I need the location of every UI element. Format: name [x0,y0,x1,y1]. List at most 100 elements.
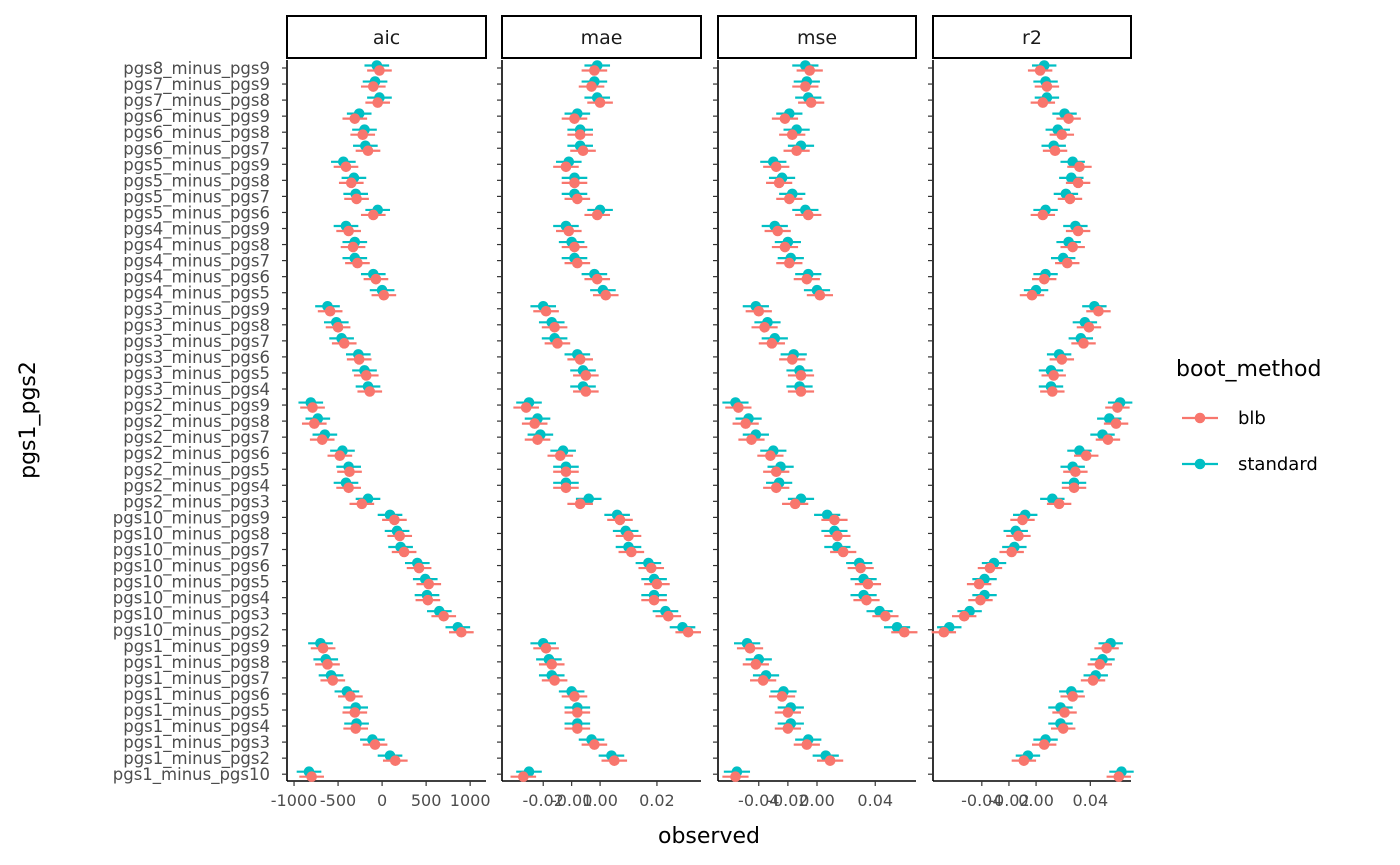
point-blb [801,739,813,750]
point-blb [370,273,382,285]
y-tick-label: pgs6_minus_pgs7 [123,139,270,159]
x-tick-label: -0.02 [988,791,1029,810]
facet-strip [501,15,702,59]
point-blb [1037,209,1049,221]
y-axis-title: pgs1_pgs2 [16,361,41,479]
point-blb [327,675,339,686]
point-blb [1038,739,1050,750]
point-blb [782,707,794,718]
y-tick-label: pgs5_minus_pgs7 [123,187,270,207]
point-blb [614,514,626,526]
point-blb [782,723,794,734]
point-blb [855,562,866,574]
y-tick-label: pgs1_minus_pgs5 [123,701,270,721]
point-blb [569,177,580,189]
point-standard [583,493,595,505]
point-blb [574,498,586,510]
point-blb [390,755,401,766]
x-tick-label: 0.04 [1073,791,1109,810]
y-tick-label: pgs7_minus_pgs9 [123,75,270,95]
facet-strip-label: mse [797,27,837,49]
point-blb [746,434,757,445]
point-blb [520,402,532,413]
point-blb [349,113,361,124]
x-tick-label: 0.00 [799,791,835,810]
point-blb [1041,81,1053,92]
point-blb [580,386,592,397]
point-blb [1080,450,1092,462]
point-blb [364,386,376,397]
point-blb [352,257,363,269]
point-blb [814,289,826,301]
point-blb [572,723,583,734]
y-tick-label: pgs4_minus_pgs8 [123,236,270,256]
panel-mse: -0.04-0.020.00 0.04 [713,60,918,810]
point-blb [316,434,328,445]
point-blb [580,370,592,381]
point-blb [345,691,356,702]
point-blb [626,546,637,558]
legend-key-point-standard [1194,458,1206,470]
point-blb [600,289,612,301]
y-tick-label: pgs5_minus_pgs8 [123,171,270,191]
point-blb [572,257,583,269]
point-blb [347,241,359,253]
y-tick-label: pgs4_minus_pgs6 [123,268,270,288]
point-blb [862,578,874,590]
point-blb [1078,338,1089,349]
point-blb [1049,145,1061,157]
point-blb [422,594,434,606]
x-tick-label: 0 [377,791,387,810]
y-tick-label: pgs10_minus_pgs3 [113,605,270,625]
y-tick-label: pgs1_minus_pgs6 [123,685,270,705]
point-blb [362,145,374,157]
point-blb [569,691,580,702]
point-blb [829,514,840,526]
point-blb [1110,418,1122,429]
point-blb [1013,530,1024,542]
point-blb [307,402,318,413]
point-blb [569,241,580,253]
point-blb [1037,97,1049,108]
point-blb [344,466,355,478]
point-blb [753,305,765,317]
point-blb [572,193,583,205]
panel-r2: -0.04-0.020.00 0.04 [928,60,1134,810]
point-blb [786,129,798,140]
point-blb [1094,659,1106,670]
point-blb [899,626,910,638]
x-tick-label: -0.04 [961,791,1002,810]
point-blb [1017,514,1028,526]
point-blb [1018,755,1030,766]
facet-strip [932,15,1132,59]
point-blb [1067,691,1078,702]
x-tick-label: 0.04 [857,791,893,810]
point-blb [773,177,785,189]
y-tick-label: pgs10_minus_pgs8 [113,524,270,544]
point-blb [529,418,540,429]
y-tick-label: pgs10_minus_pgs2 [113,621,270,641]
point-blb [1072,225,1084,237]
panel-aic: -1000 -500 0 500 1000 [271,60,491,810]
legend-title: boot_method [1176,357,1321,382]
point-blb [1063,113,1074,124]
point-blb [589,65,600,76]
point-blb [784,257,795,269]
point-blb [546,659,558,670]
y-tick-label: pgs1_minus_pgs8 [123,653,270,673]
point-blb [1059,707,1070,718]
y-tick-label: pgs3_minus_pgs7 [123,332,270,352]
point-blb [958,610,970,622]
point-blb [345,177,357,189]
point-blb [351,193,362,205]
point-blb [1064,193,1076,205]
point-blb [757,675,769,686]
y-tick-label: pgs6_minus_pgs9 [123,107,270,127]
y-tick-label: pgs1_minus_pgs9 [123,637,270,657]
point-blb [1070,466,1081,478]
point-blb [357,129,369,140]
point-blb [645,562,657,574]
point-blb [766,338,778,349]
point-blb [789,498,801,510]
point-blb [730,771,741,782]
